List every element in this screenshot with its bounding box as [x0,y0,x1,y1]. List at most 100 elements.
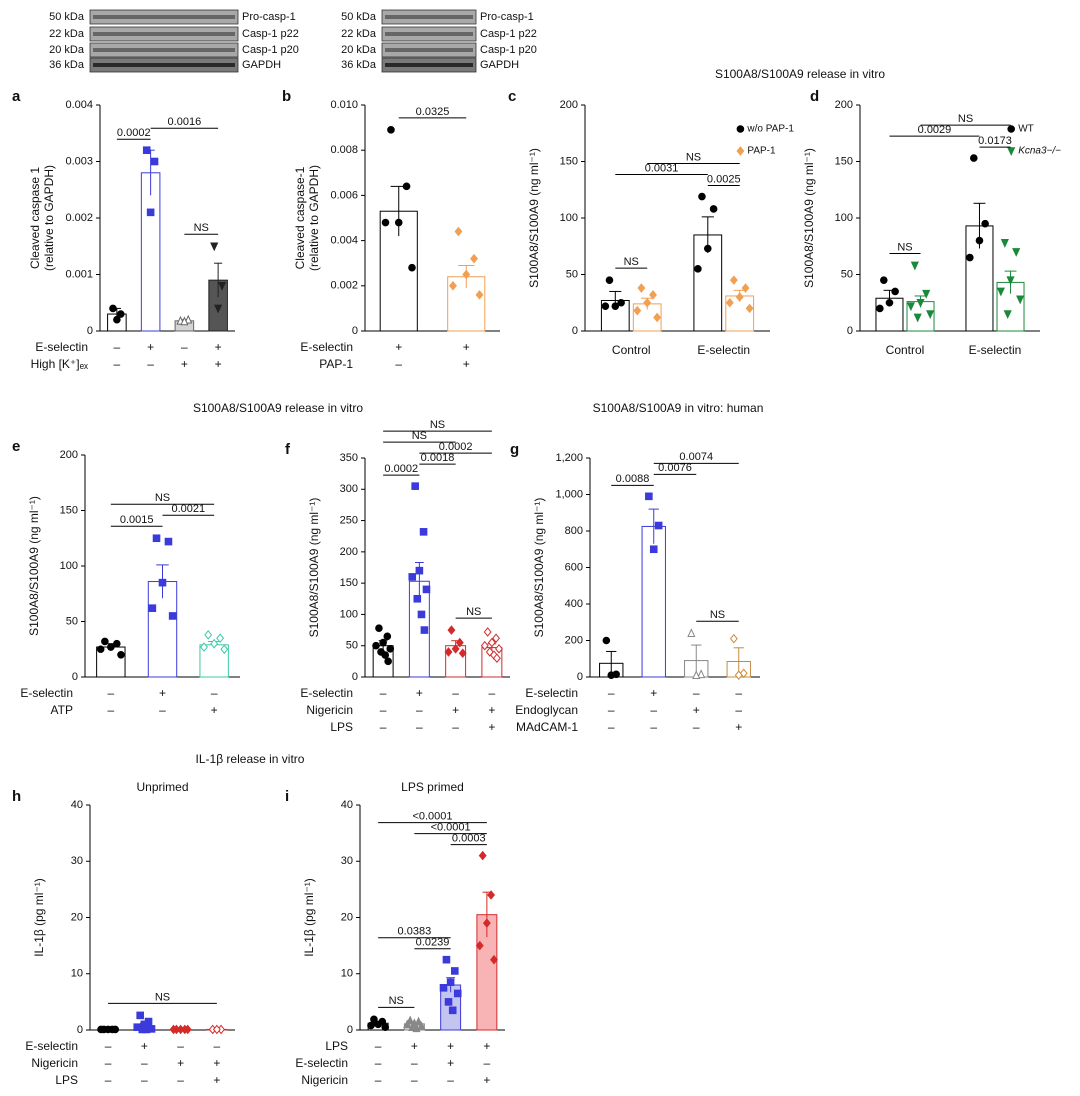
data-point [687,628,696,637]
y-tick-label: 200 [565,634,583,646]
data-point [617,298,625,307]
condition-name: Endoglycan [515,703,578,717]
data-point [492,653,501,664]
panel-letter: e [12,438,20,455]
blot-band [93,32,235,36]
comparison-label: NS [155,492,170,504]
blot-protein: Casp-1 p22 [480,28,537,40]
data-point [220,644,229,655]
y-tick-label: 0.008 [330,144,358,156]
legend-label: WT [1018,124,1034,135]
y-tick-label: 30 [341,855,353,867]
data-point [204,630,213,640]
data-point [885,298,894,307]
data-point [483,627,492,637]
y-axis-label: S100A8/S100A9 (ng ml⁻¹) [532,498,546,638]
condition-mark: + [411,1039,418,1053]
data-point [111,1025,120,1034]
data-point [422,585,431,594]
blot-protein: Pro-casp-1 [480,11,534,23]
y-tick-label: 0 [72,671,78,683]
blot-band [93,48,235,52]
condition-mark: + [488,720,495,734]
panel-letter: i [285,788,289,805]
condition-mark: – [214,1039,221,1053]
data-point [446,978,455,986]
condition-mark: – [735,686,742,700]
y-tick-label: 0 [352,325,358,337]
blot-size: 20 kDa [49,44,85,56]
comparison-label: 0.0021 [172,503,206,515]
condition-name: MAdCAM-1 [516,720,578,734]
condition-mark: – [416,720,423,734]
data-point [922,289,931,299]
data-point [367,1021,375,1030]
y-tick-label: 350 [340,452,358,464]
y-tick-label: 40 [71,799,83,811]
data-point [482,918,491,928]
data-point [97,1025,105,1034]
y-tick-label: 0 [77,1024,83,1036]
data-point [725,297,734,308]
data-point [214,304,223,314]
data-point [448,1006,457,1015]
condition-mark: – [380,703,387,717]
data-point [383,632,392,641]
data-point [101,637,109,646]
y-tick-label: 0.002 [65,212,93,224]
data-point [1006,276,1015,286]
y-tick-label: 150 [340,577,358,589]
blot-protein: Casp-1 p22 [242,28,299,40]
y-tick-label: 150 [835,155,853,167]
data-point [649,290,657,300]
data-point [449,281,457,291]
data-point [653,312,662,323]
comparison-label: NS [686,151,701,163]
y-tick-label: 0.003 [65,155,93,167]
condition-mark: – [107,703,114,717]
condition-mark: + [159,686,166,700]
data-point [492,633,501,643]
comparison-label: 0.0025 [707,173,741,185]
data-point [633,305,642,316]
data-point [420,626,429,634]
comparison-label: NS [624,256,639,268]
blot-band [385,63,473,67]
condition-mark: – [484,1056,491,1070]
comparison-label: 0.0076 [658,462,692,474]
condition-mark: – [693,720,700,734]
condition-mark: – [159,703,166,717]
panel-letter: b [282,88,291,105]
condition-mark: – [608,703,615,717]
y-tick-label: 100 [60,560,78,572]
data-point [880,276,888,284]
y-tick-label: 40 [341,799,353,811]
condition-name: E-selectin [25,1039,78,1053]
condition-mark: + [147,340,154,354]
data-point [370,1015,378,1024]
y-tick-label: 50 [346,640,358,652]
comparison-label: 0.0002 [384,463,418,475]
panel-letter: a [12,88,21,105]
condition-name: Nigericin [306,703,353,717]
condition-mark: + [213,1073,220,1087]
y-axis-label: Cleaved caspase-1 [293,166,307,269]
data-point [1000,239,1009,248]
data-point [403,1019,412,1029]
data-point [454,226,463,237]
condition-mark: + [395,340,402,354]
condition-mark: – [608,686,615,700]
condition-mark: + [483,1073,490,1087]
data-point [387,126,395,134]
y-tick-label: 1,000 [555,488,583,500]
condition-mark: – [141,1056,148,1070]
data-point [176,1024,185,1035]
condition-mark: – [177,1073,184,1087]
data-point [495,644,503,654]
chart-title: LPS primed [401,780,464,794]
x-tick-label: Control [886,343,925,357]
data-point [381,1023,390,1031]
comparison-label: <0.0001 [412,811,452,823]
data-point [1016,295,1025,305]
y-tick-label: 10 [71,968,83,980]
